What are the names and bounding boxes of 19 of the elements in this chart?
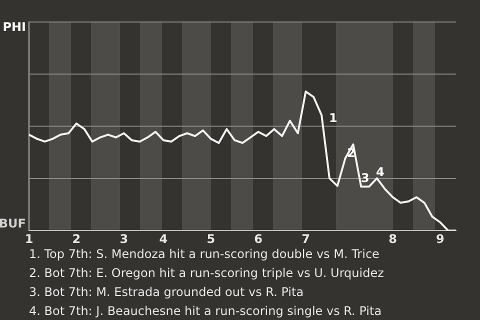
text: 3. Bot 7th: M. Estrada grounded out vs R. Pita [29, 284, 305, 301]
annotation: 4 [376, 165, 384, 179]
x-tick-label: 9 [436, 232, 444, 246]
text: BUF [0, 216, 26, 231]
annotation: 2 [347, 146, 356, 160]
text: 1. Top 7th: S. Mendoza hit a run-scoring double vs M. Trice [29, 246, 380, 263]
x-tick-label: 1 [24, 232, 34, 246]
x-tick-label: 7 [302, 232, 310, 246]
x-tick-label: 8 [388, 232, 397, 246]
text: PHI [2, 20, 26, 34]
x-tick-label: 4 [159, 232, 168, 246]
annotation: 3 [361, 171, 370, 185]
annotation: 1 [329, 111, 338, 125]
text: 2. Bot 7th: E. Oregon hit a run-scoring triple vs U. Urquidez [29, 265, 384, 282]
x-tick-label: 3 [120, 232, 128, 246]
text: 4. Bot 7th: J. Beauchesne hit a run-scoring single vs R. Pita [29, 303, 383, 320]
x-tick-label: 5 [206, 232, 216, 246]
x-tick-label: 6 [254, 232, 262, 246]
x-tick-label: 2 [72, 232, 81, 246]
